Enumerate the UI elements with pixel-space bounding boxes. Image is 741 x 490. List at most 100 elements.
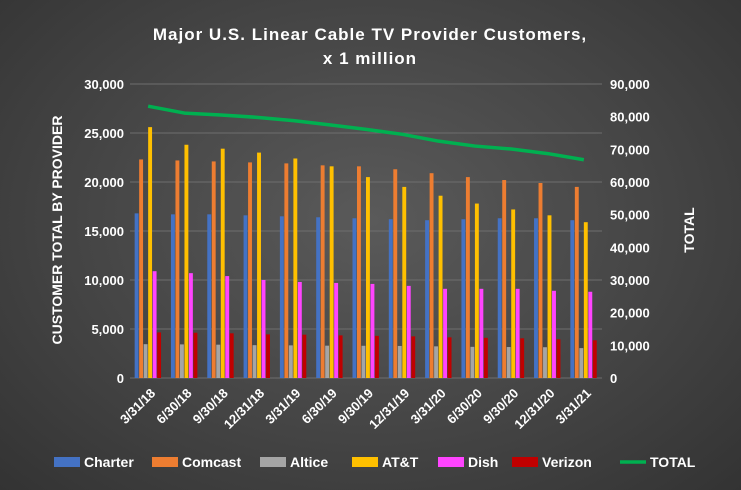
bar-dish <box>334 282 339 378</box>
bar-att <box>257 152 261 378</box>
bar-altice <box>434 346 439 378</box>
bar-verizon <box>483 337 488 378</box>
bar-charter <box>352 218 357 378</box>
y2-tick-label: 50,000 <box>610 208 650 223</box>
bar-charter <box>170 214 175 378</box>
legend-swatch-dish <box>438 457 464 467</box>
bar-verizon <box>229 333 234 378</box>
bar-comcast <box>465 177 470 378</box>
x-tick-label: 3/31/18 <box>117 386 158 427</box>
bar-att <box>366 177 370 378</box>
legend-label-charter: Charter <box>84 454 134 470</box>
bar-charter <box>534 218 538 378</box>
y2-tick-label: 70,000 <box>610 142 650 157</box>
y-tick-label: 15,000 <box>84 224 124 239</box>
bar-dish <box>261 280 266 378</box>
legend-swatch-verizon <box>512 457 538 467</box>
bar-altice <box>143 344 148 378</box>
bar-verizon <box>338 335 343 378</box>
bar-att <box>329 166 334 378</box>
bar-altice <box>325 345 330 378</box>
bar-comcast <box>248 162 252 378</box>
y-axis-title: CUSTOMER TOTAL BY PROVIDER <box>49 116 65 345</box>
bar-att <box>511 209 516 378</box>
y2-tick-label: 20,000 <box>610 306 650 321</box>
bar-verizon <box>520 338 525 378</box>
bar-dish <box>479 288 484 378</box>
bar-charter <box>243 215 248 378</box>
bar-verizon <box>302 334 307 378</box>
bar-dish <box>225 276 230 378</box>
legend-label-comcast: Comcast <box>182 454 241 470</box>
x-tick-label: 6/30/20 <box>444 386 485 427</box>
bar-comcast <box>393 169 398 378</box>
bar-att <box>148 127 153 379</box>
x-tick-label: 6/30/19 <box>299 386 340 427</box>
bar-verizon <box>447 337 452 378</box>
bar-altice <box>506 347 511 378</box>
bar-verizon <box>266 334 270 378</box>
bar-comcast <box>320 165 325 378</box>
y-tick-label: 0 <box>117 371 124 386</box>
bar-dish <box>188 273 193 378</box>
bar-dish <box>588 291 593 378</box>
x-tick-label: 3/31/21 <box>553 386 594 427</box>
bar-altice <box>252 345 257 378</box>
bar-altice <box>579 348 584 378</box>
bar-att <box>583 222 588 378</box>
bar-verizon <box>592 340 597 378</box>
bar-altice <box>361 345 366 378</box>
bar-verizon <box>375 335 379 378</box>
bar-comcast <box>574 186 579 378</box>
bar-altice <box>288 345 293 378</box>
chart-title-line1: Major U.S. Linear Cable TV Provider Cust… <box>153 25 587 44</box>
bar-charter <box>207 214 212 378</box>
y2-tick-label: 80,000 <box>610 110 650 125</box>
bar-charter <box>134 213 139 378</box>
legend-swatch-comcast <box>152 457 178 467</box>
bar-verizon <box>556 339 561 378</box>
bar-comcast <box>175 160 180 378</box>
bar-charter <box>279 216 284 378</box>
y-tick-label: 30,000 <box>84 77 124 92</box>
bar-comcast <box>502 180 507 378</box>
bars <box>134 127 597 379</box>
bar-charter <box>461 219 466 378</box>
x-tick-label: 12/31/19 <box>366 386 412 432</box>
y2-tick-label: 10,000 <box>610 338 650 353</box>
bar-comcast <box>139 159 144 378</box>
legend-swatch-charter <box>54 457 80 467</box>
bar-comcast <box>211 161 216 378</box>
bar-comcast <box>429 173 434 378</box>
bar-altice <box>216 344 221 378</box>
x-tick-label: 3/31/20 <box>407 386 448 427</box>
bar-dish <box>370 283 375 378</box>
bar-charter <box>316 217 321 378</box>
y-tick-label: 5,000 <box>91 322 124 337</box>
bar-att <box>547 215 552 378</box>
bar-altice <box>470 346 475 378</box>
bar-dish <box>297 281 302 378</box>
bar-att <box>438 195 443 378</box>
bar-verizon <box>411 336 416 378</box>
bar-att <box>184 144 189 378</box>
y2-tick-label: 60,000 <box>610 175 650 190</box>
y2-tick-label: 90,000 <box>610 77 650 92</box>
bar-comcast <box>284 163 289 378</box>
x-tick-label: 3/31/19 <box>262 386 303 427</box>
legend-label-verizon: Verizon <box>542 454 592 470</box>
bar-dish <box>443 288 448 378</box>
legend-swatch-att <box>352 457 378 467</box>
bar-altice <box>397 345 402 378</box>
bar-dish <box>152 271 157 378</box>
y-tick-label: 10,000 <box>84 273 124 288</box>
bar-comcast <box>538 182 543 378</box>
bar-att <box>293 158 298 378</box>
bar-altice <box>543 347 547 378</box>
bar-dish <box>515 288 520 378</box>
x-tick-label: 6/30/18 <box>153 386 194 427</box>
bar-charter <box>388 219 393 378</box>
legend-label-dish: Dish <box>468 454 498 470</box>
chart-title-line2: x 1 million <box>323 49 417 68</box>
legend-swatch-altice <box>260 457 286 467</box>
